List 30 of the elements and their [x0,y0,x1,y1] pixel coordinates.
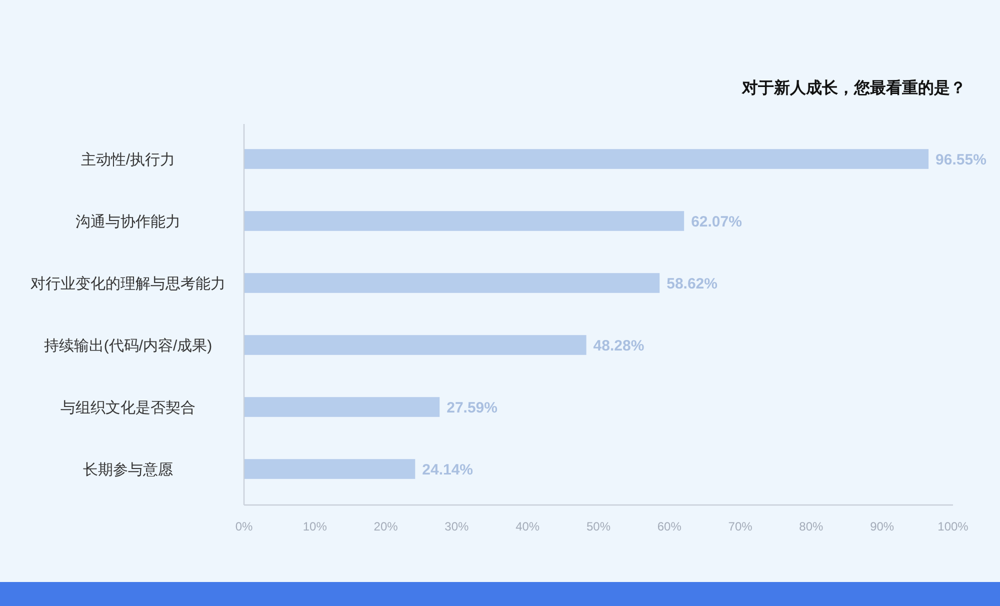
x-tick-label: 20% [374,519,398,534]
bar [244,273,660,293]
y-tick-label: 对行业变化的理解与思考能力 [30,275,226,292]
y-tick-label: 主动性/执行力 [80,151,176,168]
x-tick-label: 100% [938,519,969,534]
data-label: 62.07% [691,213,742,230]
x-tick-label: 30% [444,519,470,534]
x-tick-label: 50% [586,519,611,534]
y-tick-label: 沟通与协作能力 [76,213,180,230]
bar [244,459,416,479]
x-tick-label: 70% [728,519,753,534]
data-label: 48.28% [593,337,644,354]
y-tick-label: 持续输出(代码/内容/成果) [44,337,212,354]
bar [244,397,440,417]
bar [244,211,684,231]
data-label: 27.59% [446,399,498,416]
y-tick-label: 与组织文化是否契合 [60,399,196,416]
x-tick-label: 80% [799,519,824,534]
bar [244,335,586,355]
y-tick-label: 长期参与意愿 [83,461,173,478]
x-tick-label: 0% [235,519,253,534]
x-tick-label: 10% [302,519,328,534]
data-label: 24.14% [422,461,474,478]
chart-title: 对于新人成长，您最看重的是？ [741,78,966,97]
x-tick-label: 60% [657,519,682,534]
data-label: 96.55% [936,151,986,168]
data-label: 58.62% [666,275,718,292]
x-tick-label: 40% [516,519,540,534]
bar [244,149,929,169]
x-tick-label: 90% [870,519,894,534]
